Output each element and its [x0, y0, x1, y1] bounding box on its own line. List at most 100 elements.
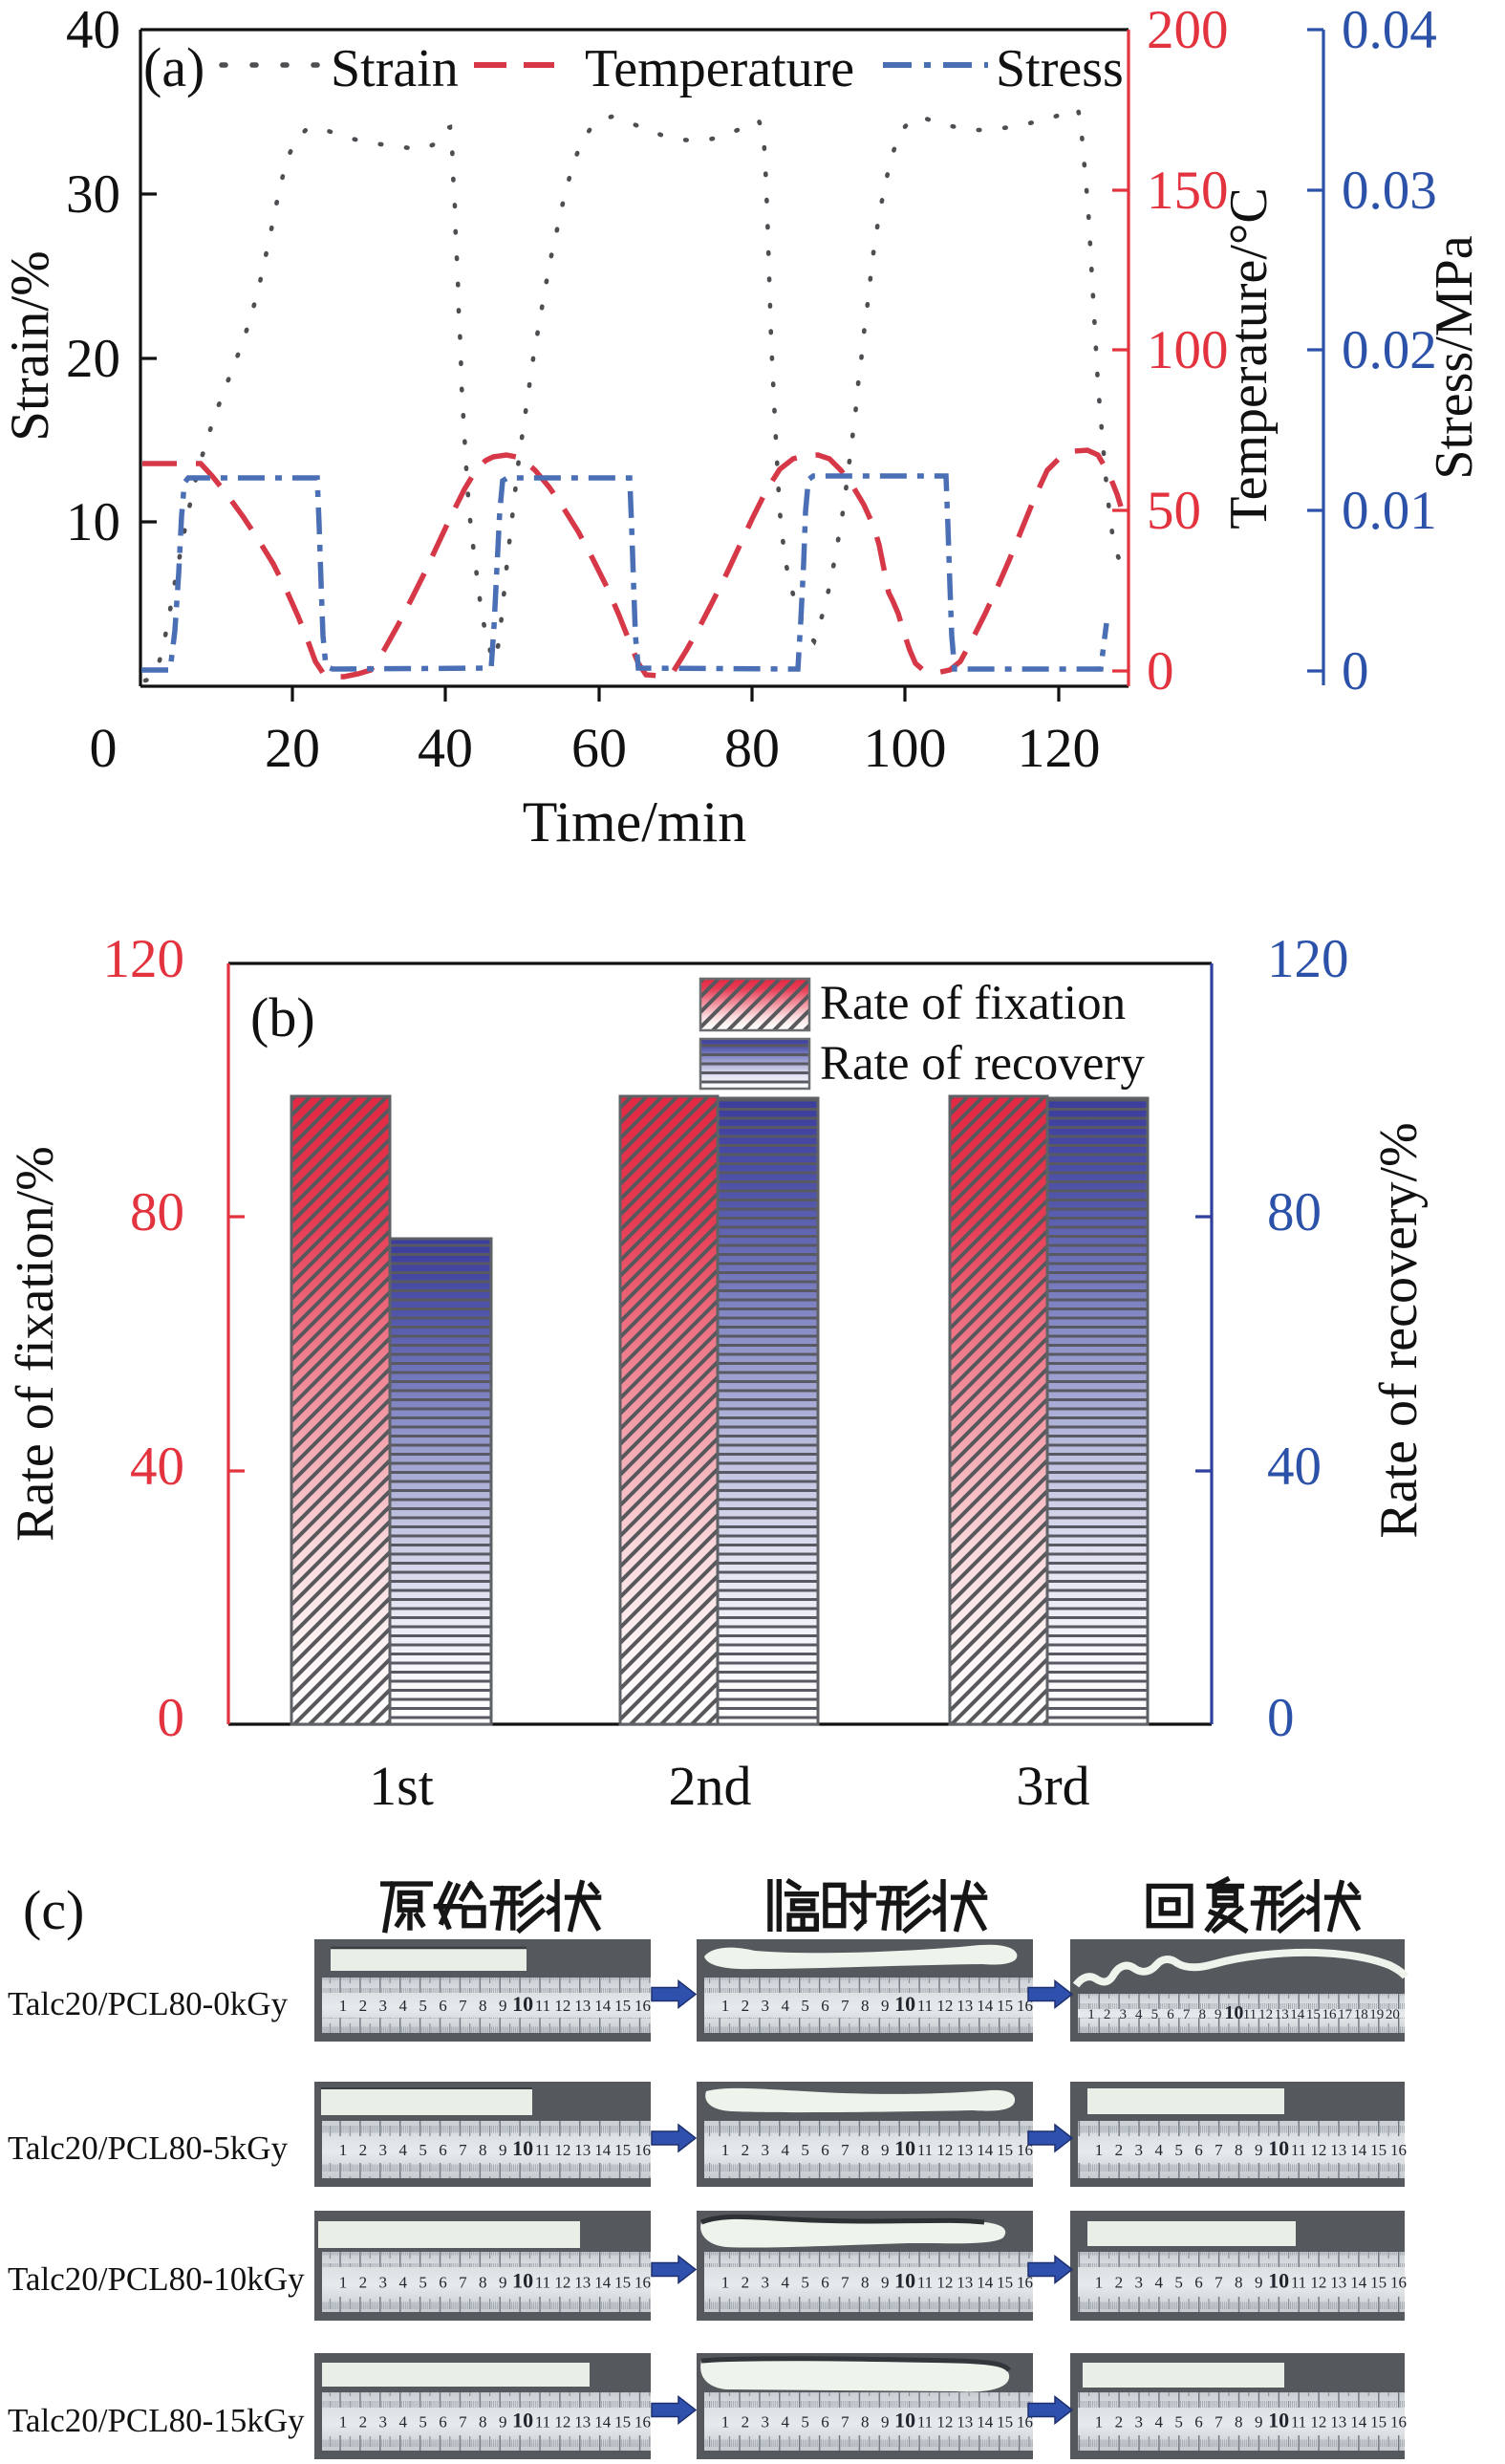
svg-text:40: 40	[1267, 1437, 1322, 1497]
svg-text:15: 15	[997, 2413, 1013, 2432]
svg-text:17: 17	[1338, 2007, 1353, 2022]
svg-text:13: 13	[1275, 2007, 1289, 2022]
svg-text:5: 5	[419, 2274, 427, 2292]
svg-text:5: 5	[801, 2413, 809, 2432]
svg-text:2: 2	[1115, 2274, 1124, 2292]
svg-text:0: 0	[1342, 641, 1369, 702]
svg-text:2: 2	[742, 2141, 750, 2159]
svg-text:11: 11	[1291, 2141, 1306, 2159]
svg-text:50: 50	[1147, 481, 1201, 541]
svg-text:1: 1	[339, 2141, 348, 2159]
svg-text:12: 12	[936, 2141, 953, 2159]
svg-text:16: 16	[1017, 2274, 1033, 2292]
svg-text:0: 0	[158, 1688, 185, 1748]
svg-text:8: 8	[479, 2413, 487, 2432]
svg-text:15: 15	[997, 2274, 1013, 2292]
svg-text:9: 9	[499, 2413, 507, 2432]
svg-text:2: 2	[359, 2274, 368, 2292]
svg-text:10: 10	[1268, 2269, 1289, 2293]
svg-text:4: 4	[1154, 2141, 1163, 2159]
svg-text:Rate of recovery/%: Rate of recovery/%	[1369, 1122, 1429, 1538]
svg-text:15: 15	[997, 1997, 1013, 2015]
svg-text:12: 12	[554, 2413, 570, 2432]
svg-text:(b): (b)	[250, 986, 315, 1048]
svg-text:7: 7	[1215, 2413, 1223, 2432]
svg-text:6: 6	[439, 1997, 447, 2015]
svg-text:Talc20/PCL80-0kGy: Talc20/PCL80-0kGy	[8, 1985, 289, 2022]
svg-text:Temperature: Temperature	[585, 39, 854, 98]
svg-text:7: 7	[841, 2141, 849, 2159]
svg-text:2: 2	[1115, 2413, 1124, 2432]
svg-text:2: 2	[1104, 2007, 1111, 2022]
svg-text:4: 4	[1154, 2274, 1163, 2292]
svg-text:0.02: 0.02	[1342, 320, 1437, 380]
svg-text:40: 40	[130, 1437, 184, 1497]
svg-text:10: 10	[512, 2409, 533, 2432]
svg-text:20: 20	[265, 717, 320, 779]
svg-text:0: 0	[1147, 641, 1174, 702]
svg-text:2: 2	[1115, 2141, 1124, 2159]
svg-text:2: 2	[742, 2274, 750, 2292]
svg-text:3: 3	[1119, 2007, 1127, 2022]
svg-text:100: 100	[1147, 320, 1229, 380]
svg-text:5: 5	[419, 1997, 427, 2015]
svg-text:10: 10	[512, 1992, 533, 2016]
svg-text:3rd: 3rd	[1016, 1755, 1089, 1817]
svg-text:16: 16	[1322, 2007, 1338, 2022]
svg-text:4: 4	[398, 2141, 407, 2159]
svg-text:Stress/MPa: Stress/MPa	[1425, 235, 1484, 479]
svg-text:40: 40	[66, 0, 120, 60]
svg-text:4: 4	[781, 1997, 789, 2015]
svg-text:15: 15	[1306, 2007, 1321, 2022]
svg-text:11: 11	[535, 1997, 550, 2015]
svg-text:8: 8	[479, 1997, 487, 2015]
svg-text:9: 9	[881, 2141, 890, 2159]
svg-text:11: 11	[535, 2274, 550, 2292]
svg-text:11: 11	[535, 2413, 550, 2432]
svg-text:12: 12	[1258, 2007, 1273, 2022]
svg-text:9: 9	[881, 1997, 890, 2015]
svg-text:14: 14	[1290, 2007, 1305, 2022]
svg-text:10: 10	[512, 2136, 533, 2160]
svg-text:6: 6	[439, 2413, 447, 2432]
svg-text:8: 8	[1235, 2274, 1243, 2292]
svg-text:6: 6	[821, 1997, 829, 2015]
svg-text:3: 3	[379, 2413, 388, 2432]
svg-text:Talc20/PCL80-15kGy: Talc20/PCL80-15kGy	[8, 2402, 305, 2439]
svg-text:3: 3	[762, 2274, 770, 2292]
svg-text:2: 2	[359, 2413, 368, 2432]
svg-text:14: 14	[594, 2274, 612, 2292]
svg-text:3: 3	[1135, 2141, 1144, 2159]
svg-text:6: 6	[1194, 2274, 1203, 2292]
svg-text:3: 3	[762, 1997, 770, 2015]
svg-text:8: 8	[861, 2413, 870, 2432]
svg-text:12: 12	[936, 1997, 953, 2015]
svg-text:3: 3	[1135, 2274, 1144, 2292]
svg-text:16: 16	[1390, 2274, 1407, 2292]
svg-text:16: 16	[634, 2141, 651, 2159]
svg-text:15: 15	[997, 2141, 1013, 2159]
svg-text:15: 15	[614, 1997, 631, 2015]
svg-text:0.03: 0.03	[1342, 161, 1437, 221]
svg-text:2: 2	[742, 1997, 750, 2015]
svg-text:100: 100	[864, 717, 947, 779]
svg-text:120: 120	[103, 929, 185, 989]
svg-text:1: 1	[339, 2413, 348, 2432]
svg-text:13: 13	[574, 2141, 591, 2159]
svg-text:Talc20/PCL80-5kGy: Talc20/PCL80-5kGy	[8, 2129, 289, 2167]
svg-text:10: 10	[1268, 2409, 1289, 2432]
svg-text:3: 3	[762, 2141, 770, 2159]
svg-text:12: 12	[554, 2274, 570, 2292]
svg-text:9: 9	[499, 2274, 507, 2292]
svg-text:200: 200	[1147, 0, 1229, 60]
svg-text:10: 10	[894, 2269, 915, 2293]
svg-text:8: 8	[861, 2274, 870, 2292]
svg-text:15: 15	[1370, 2413, 1387, 2432]
svg-text:Talc20/PCL80-10kGy: Talc20/PCL80-10kGy	[8, 2260, 305, 2298]
svg-text:14: 14	[594, 2413, 612, 2432]
svg-text:13: 13	[1330, 2274, 1346, 2292]
svg-text:11: 11	[1291, 2413, 1306, 2432]
svg-text:1: 1	[1095, 2413, 1104, 2432]
svg-text:13: 13	[957, 2413, 973, 2432]
svg-text:3: 3	[762, 2413, 770, 2432]
